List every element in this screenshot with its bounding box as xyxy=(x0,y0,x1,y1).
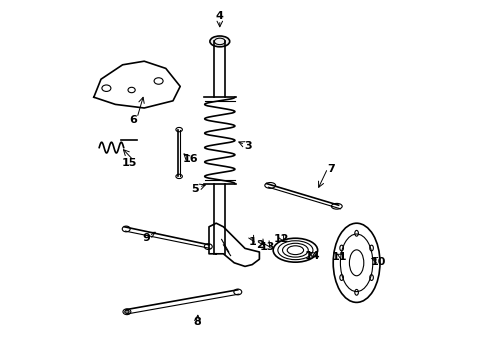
Text: 16: 16 xyxy=(182,154,198,164)
Text: 7: 7 xyxy=(327,164,335,174)
Text: 11: 11 xyxy=(332,252,347,262)
Text: 12: 12 xyxy=(273,234,289,244)
Text: 1: 1 xyxy=(248,237,256,247)
Text: 8: 8 xyxy=(194,317,201,327)
Text: 10: 10 xyxy=(370,257,386,267)
Text: 5: 5 xyxy=(192,184,199,194)
Text: 13: 13 xyxy=(260,242,275,252)
Text: 15: 15 xyxy=(122,158,138,168)
Text: 4: 4 xyxy=(216,11,224,21)
Text: 3: 3 xyxy=(245,141,252,151)
Text: 6: 6 xyxy=(129,114,137,125)
Ellipse shape xyxy=(210,36,230,47)
Text: 14: 14 xyxy=(305,251,320,261)
Text: 9: 9 xyxy=(142,233,150,243)
Text: 2: 2 xyxy=(257,240,265,250)
Ellipse shape xyxy=(125,310,129,313)
